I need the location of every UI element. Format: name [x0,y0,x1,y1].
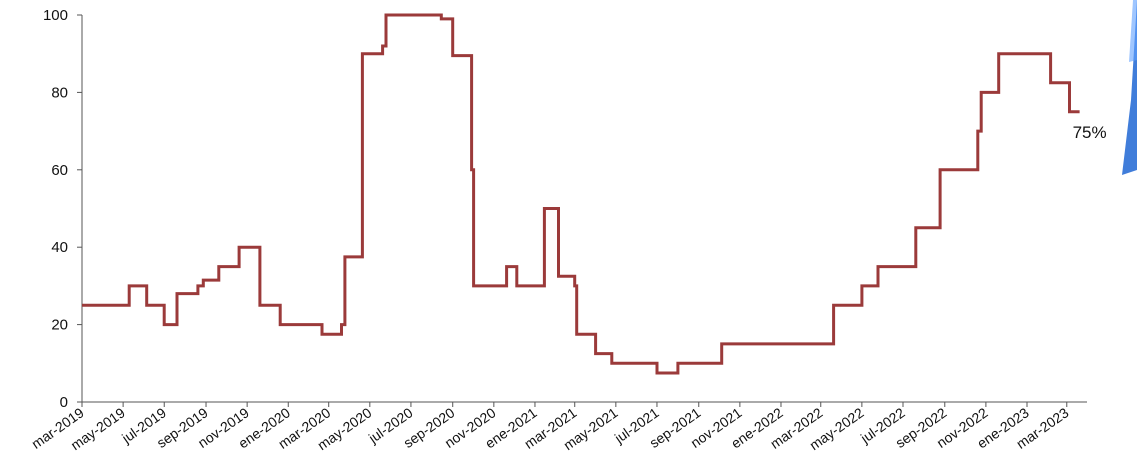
y-tick-label: 0 [60,394,68,411]
y-tick-label: 80 [51,84,68,101]
series-line [82,13,1080,375]
y-tick-label: 20 [51,317,68,334]
y-tick-label: 100 [43,7,68,24]
x-axis: mar-2019may-2019jul-2019sep-2019nov-2019… [28,401,1087,453]
y-tick-label: 40 [51,239,68,256]
blue-edge-decoration [1122,0,1137,175]
y-tick-label: 60 [51,162,68,179]
y-axis: 0 20 40 60 80 100 [43,7,83,411]
end-value-label: 75% [1073,123,1107,142]
